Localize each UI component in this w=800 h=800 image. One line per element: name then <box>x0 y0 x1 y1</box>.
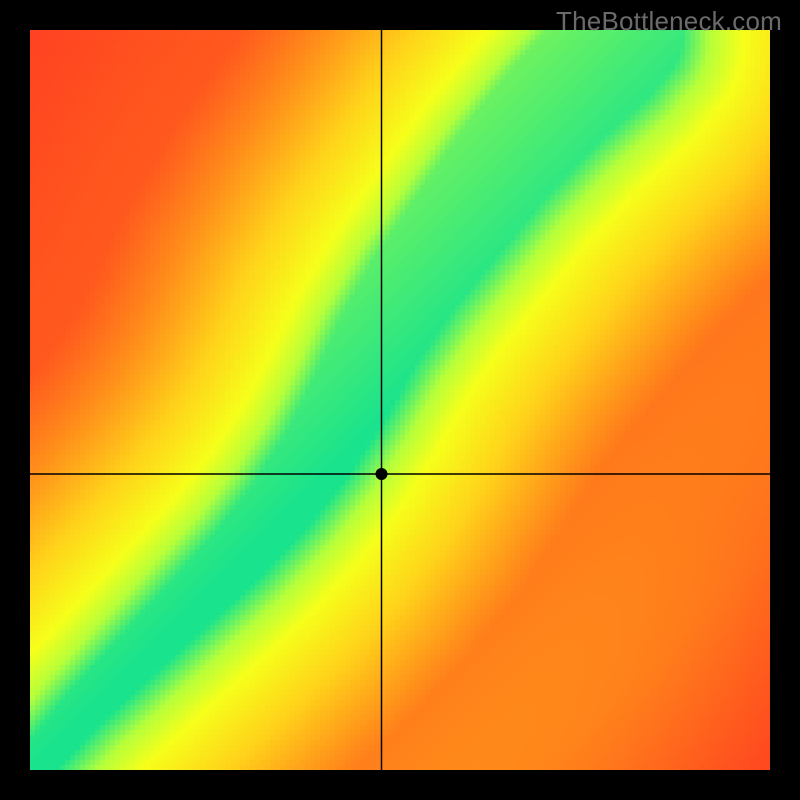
chart-container: TheBottleneck.com <box>0 0 800 800</box>
bottleneck-heatmap <box>30 30 770 770</box>
watermark-text: TheBottleneck.com <box>556 6 782 37</box>
